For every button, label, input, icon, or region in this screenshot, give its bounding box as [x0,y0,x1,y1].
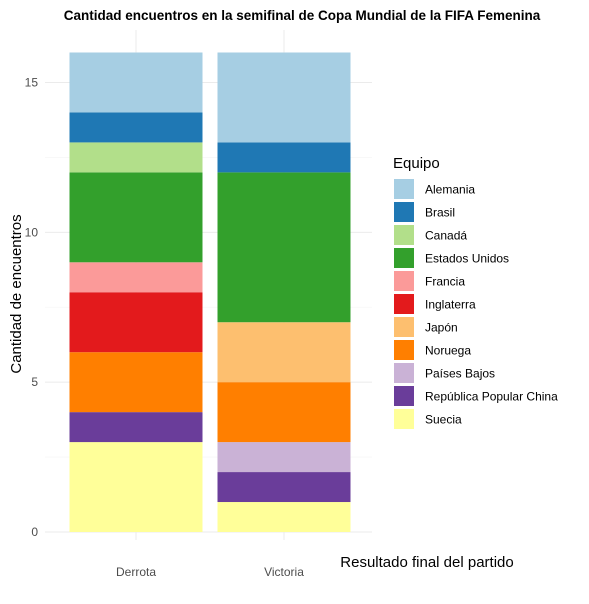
y-tick-label: 15 [25,75,39,89]
chart-title: Cantidad encuentros en la semifinal de C… [64,8,541,23]
bar-segment [69,292,203,353]
bar-segment [69,172,203,263]
legend-key [394,340,414,360]
y-tick-label: 5 [31,375,38,389]
legend-key [394,409,414,429]
legend-label: Canadá [425,229,467,243]
bar-segment [69,262,203,293]
x-tick-label: Derrota [116,565,156,579]
legend-key [394,179,414,199]
legend-label: Noruega [425,344,471,358]
bar-segment [217,502,351,532]
legend-label: Suecia [425,413,462,427]
legend-items: Alemania Brasil Canadá Estados Unidos Franci… [394,179,558,429]
bar-segment [217,472,351,503]
bar-segment [217,382,351,443]
bar-segment [69,442,203,532]
legend-key [394,317,414,337]
bar-segment [217,142,351,173]
bar-segment [217,442,351,473]
legend-key [394,363,414,383]
legend-label: Brasil [425,206,455,220]
legend-label: República Popular China [425,390,558,404]
legend-label: Francia [425,275,465,289]
bar-segment [69,52,203,113]
legend-label: Estados Unidos [425,252,509,266]
legend-key [394,386,414,406]
legend-key [394,225,414,245]
y-tick-label: 10 [25,225,39,239]
legend-label: Alemania [425,183,475,197]
legend: Equipo Alemania Brasil Canadá Estados Unido… [393,155,558,429]
x-axis-title: Resultado final del partido [340,554,513,571]
bars [69,52,351,532]
legend-key [394,202,414,222]
x-axis-ticks: Derrota Victoria [116,565,304,579]
bar-segment [69,112,203,143]
bar-segment [69,142,203,173]
legend-label: Japón [425,321,458,335]
bar-segment [69,412,203,443]
legend-key [394,248,414,268]
legend-key [394,294,414,314]
y-axis-ticks: 0 5 10 15 [25,75,39,539]
bar-segment [217,322,351,383]
bar-segment [217,172,351,323]
bar-segment [217,52,351,143]
legend-key [394,271,414,291]
bar-segment [69,352,203,413]
x-tick-label: Victoria [264,565,304,579]
legend-label: Países Bajos [425,367,495,381]
y-axis-title: Cantidad de encuentros [8,214,25,373]
legend-title: Equipo [393,155,440,172]
legend-label: Inglaterra [425,298,476,312]
y-tick-label: 0 [31,525,38,539]
